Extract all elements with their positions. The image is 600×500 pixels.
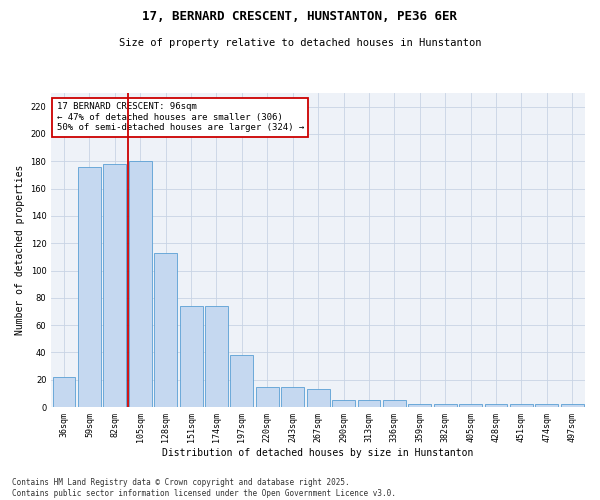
Bar — [535, 404, 559, 407]
Bar — [281, 386, 304, 407]
Bar — [103, 164, 126, 407]
Bar — [383, 400, 406, 407]
Bar — [358, 400, 380, 407]
Bar — [434, 404, 457, 407]
Bar — [205, 306, 228, 407]
Bar — [256, 386, 279, 407]
Y-axis label: Number of detached properties: Number of detached properties — [15, 165, 25, 335]
Text: 17, BERNARD CRESCENT, HUNSTANTON, PE36 6ER: 17, BERNARD CRESCENT, HUNSTANTON, PE36 6… — [143, 10, 458, 23]
Bar — [459, 404, 482, 407]
Bar — [154, 253, 177, 407]
Bar — [53, 377, 76, 407]
Bar — [230, 355, 253, 407]
Bar — [485, 404, 508, 407]
Bar — [78, 166, 101, 407]
Bar — [179, 306, 203, 407]
Text: Size of property relative to detached houses in Hunstanton: Size of property relative to detached ho… — [119, 38, 481, 48]
Bar — [307, 390, 329, 407]
X-axis label: Distribution of detached houses by size in Hunstanton: Distribution of detached houses by size … — [163, 448, 474, 458]
Bar — [510, 404, 533, 407]
Bar — [409, 404, 431, 407]
Bar — [561, 404, 584, 407]
Text: 17 BERNARD CRESCENT: 96sqm
← 47% of detached houses are smaller (306)
50% of sem: 17 BERNARD CRESCENT: 96sqm ← 47% of deta… — [56, 102, 304, 132]
Text: Contains HM Land Registry data © Crown copyright and database right 2025.
Contai: Contains HM Land Registry data © Crown c… — [12, 478, 396, 498]
Bar — [332, 400, 355, 407]
Bar — [129, 162, 152, 407]
